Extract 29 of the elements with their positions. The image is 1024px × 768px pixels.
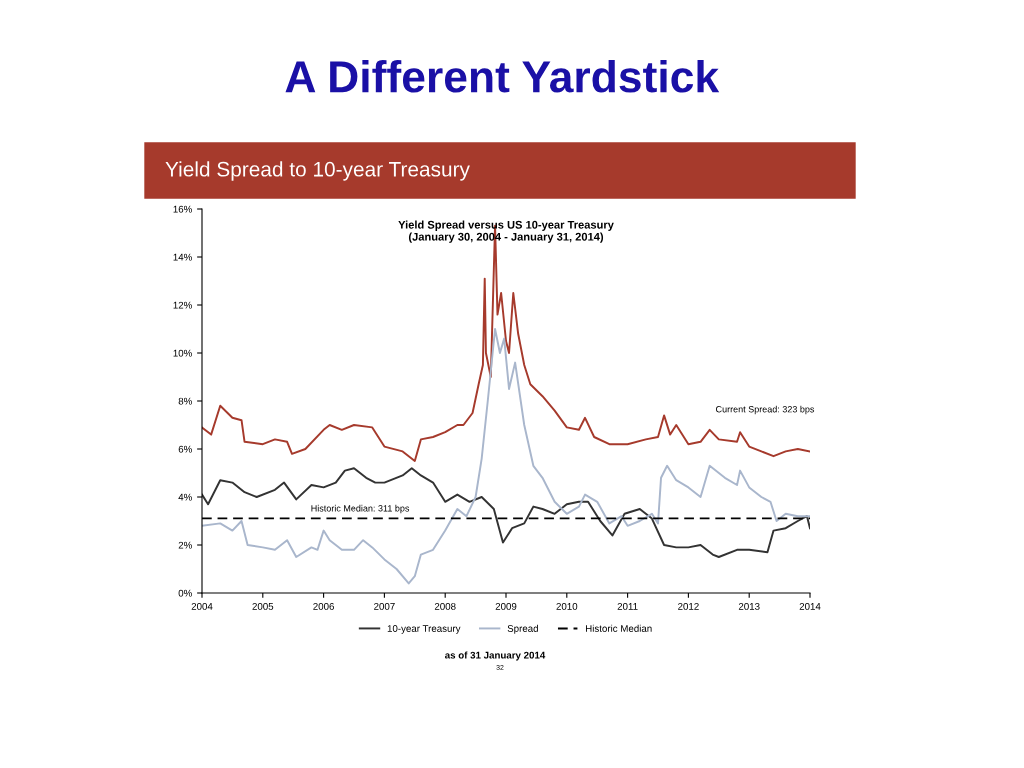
y-tick-label: 6% <box>178 445 192 453</box>
x-tick-label: 2005 <box>252 602 274 610</box>
x-tick-label: 2011 <box>617 602 638 610</box>
x-tick-label: 2004 <box>191 602 213 610</box>
x-tick-label: 2008 <box>434 602 456 610</box>
annotation: Current Spread: 323 bps <box>716 405 815 415</box>
text: as of 31 January 2014 <box>445 651 546 661</box>
legend-label: 10-year Treasury <box>387 625 461 634</box>
y-tick-label: 8% <box>178 397 192 405</box>
chart-title: A Different Yardstick <box>285 59 720 93</box>
y-tick-label: 4% <box>178 493 192 501</box>
x-tick-label: 2006 <box>313 602 334 610</box>
legend-label: Spread <box>507 624 538 634</box>
legend-label: Historic Median <box>585 624 652 632</box>
x-tick-label: 2009 <box>495 602 517 610</box>
x-tick-label: 2010 <box>556 602 578 610</box>
x-tick-label: 2007 <box>374 602 395 610</box>
y-tick-label: 0% <box>178 589 192 597</box>
y-tick-label: 10% <box>173 349 192 357</box>
x-tick-label: 2014 <box>799 602 821 610</box>
y-tick-label: 12% <box>173 301 192 309</box>
y-tick-label: 2% <box>178 541 192 549</box>
x-tick-label: 2013 <box>738 602 760 610</box>
y-tick-label: 14% <box>173 253 192 261</box>
annotation: Historic Median: 311 bps <box>311 504 410 514</box>
y-tick-label: 16% <box>173 205 192 213</box>
chart-subtitle: Yield Spread to 10-year Treasury <box>165 161 470 181</box>
line-series <box>202 467 810 558</box>
x-tick-label: 2012 <box>678 602 699 610</box>
